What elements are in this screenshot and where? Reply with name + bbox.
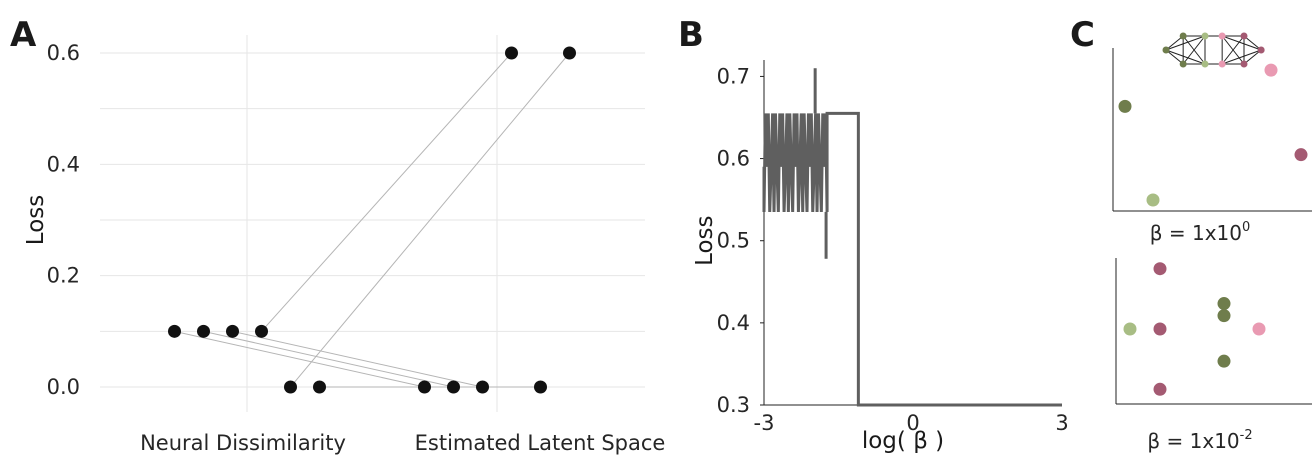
- panel-b-plot: 0.3 0.4 0.5 0.6 0.7 -3 0 3 Loss log( β ): [692, 60, 1069, 454]
- connector-line: [203, 330, 454, 388]
- embedding-point: [1264, 63, 1278, 77]
- data-point-latent: [418, 380, 431, 394]
- panel-a-plot: 0.0 0.2 0.4 0.6 Loss Neural Dissimilarity E…: [23, 35, 665, 455]
- embedding-point: [1153, 262, 1167, 276]
- y-tick-label: 0.2: [47, 264, 80, 288]
- graph-node: [1257, 46, 1265, 54]
- graph-node: [1240, 60, 1248, 68]
- panel-c-label-beta-1e-2: β = 1x10-2: [1147, 428, 1252, 453]
- graph-edge: [1243, 49, 1262, 65]
- panel-a-y-ticks: 0.0 0.2 0.4 0.6: [47, 41, 80, 399]
- embedding-point: [1153, 322, 1167, 336]
- embedding-point: [1217, 354, 1231, 368]
- data-point-neural: [168, 324, 181, 338]
- panel-a-connectors: [174, 52, 570, 388]
- panel-a-grid: [100, 35, 645, 412]
- connector-line: [261, 52, 512, 332]
- panel-b-y-label: Loss: [692, 215, 718, 265]
- graph-node: [1218, 60, 1226, 68]
- data-point-neural: [197, 324, 210, 338]
- graph-node: [1179, 60, 1187, 68]
- data-point-latent: [534, 380, 547, 394]
- connector-line: [232, 330, 483, 388]
- y-tick-label: 0.4: [47, 152, 80, 176]
- embedding-point: [1294, 148, 1308, 162]
- panel-letter-b: B: [678, 15, 704, 55]
- graph-edge: [1165, 35, 1184, 51]
- loss-line: [762, 111, 1062, 407]
- panel-a-y-label: Loss: [23, 195, 49, 245]
- y-tick-label: 0.6: [47, 41, 80, 65]
- panel-a-category-latent: Estimated Latent Space: [415, 431, 666, 455]
- embedding-point: [1217, 297, 1231, 311]
- beta-label-exponent: 0: [1242, 220, 1250, 235]
- embedding-point: [1153, 382, 1167, 396]
- y-tick-label: 0.6: [717, 147, 750, 171]
- y-tick-label: 0.0: [47, 375, 80, 399]
- graph-edge: [1221, 49, 1262, 65]
- data-point-neural: [313, 380, 326, 394]
- data-point-neural: [226, 324, 239, 338]
- graph-edge: [1165, 35, 1206, 51]
- beta-label-base: β = 1x10: [1147, 429, 1239, 453]
- graph-node: [1240, 32, 1248, 40]
- embedding-point: [1146, 193, 1160, 207]
- panel-a-category-neural: Neural Dissimilarity: [140, 431, 346, 455]
- y-tick-label: 0.7: [717, 64, 750, 88]
- panel-b-ticks: 0.3 0.4 0.5 0.6 0.7 -3 0 3: [717, 64, 1069, 435]
- embedding-point: [1217, 309, 1231, 323]
- graph-node: [1162, 46, 1170, 54]
- panel-c-label-beta-1e0: β = 1x100: [1150, 220, 1251, 245]
- graph-node: [1201, 32, 1209, 40]
- panel-c-subplot-beta-1e0: [1112, 48, 1312, 212]
- panel-c-network-graph: [1162, 32, 1265, 68]
- embedding-point: [1252, 322, 1266, 336]
- connector-line: [290, 52, 570, 388]
- y-tick-label: 0.3: [717, 393, 750, 417]
- data-point-neural: [255, 324, 268, 338]
- graph-node: [1179, 32, 1187, 40]
- connector-line: [174, 330, 425, 388]
- graph-edge: [1243, 35, 1262, 51]
- graph-node: [1218, 32, 1226, 40]
- panel-b-x-label: log( β ): [862, 428, 944, 454]
- x-tick-label: 3: [1055, 411, 1068, 435]
- x-tick-label: -3: [754, 411, 775, 435]
- graph-edge: [1165, 49, 1184, 65]
- graph-edge: [1165, 49, 1206, 65]
- panel-letter-c: C: [1070, 15, 1095, 55]
- data-point-latent: [476, 380, 489, 394]
- x-tick-label: 0: [906, 411, 919, 435]
- panel-b-loss-trace: [762, 68, 1062, 407]
- embedding-point: [1123, 322, 1137, 336]
- graph-edge: [1182, 35, 1206, 65]
- panel-letter-a: A: [10, 15, 37, 55]
- embedding-point: [1118, 99, 1132, 113]
- panel-c-subplot-beta-1e-2: [1115, 258, 1312, 405]
- graph-node: [1201, 60, 1209, 68]
- data-point-neural: [284, 380, 297, 394]
- data-point-latent: [447, 380, 460, 394]
- y-tick-label: 0.4: [717, 311, 750, 335]
- beta-label-base: β = 1x10: [1150, 221, 1242, 245]
- data-point-latent: [505, 46, 518, 60]
- y-tick-label: 0.5: [717, 229, 750, 253]
- panel-a-points: [168, 46, 576, 394]
- data-point-latent: [563, 46, 576, 60]
- graph-edge: [1221, 35, 1262, 51]
- beta-label-exponent: -2: [1240, 428, 1253, 443]
- panel-b-axes: [763, 60, 1062, 406]
- graph-edge: [1221, 35, 1245, 65]
- panel-c-plot: β = 1x100 β = 1x10-2: [1112, 32, 1312, 453]
